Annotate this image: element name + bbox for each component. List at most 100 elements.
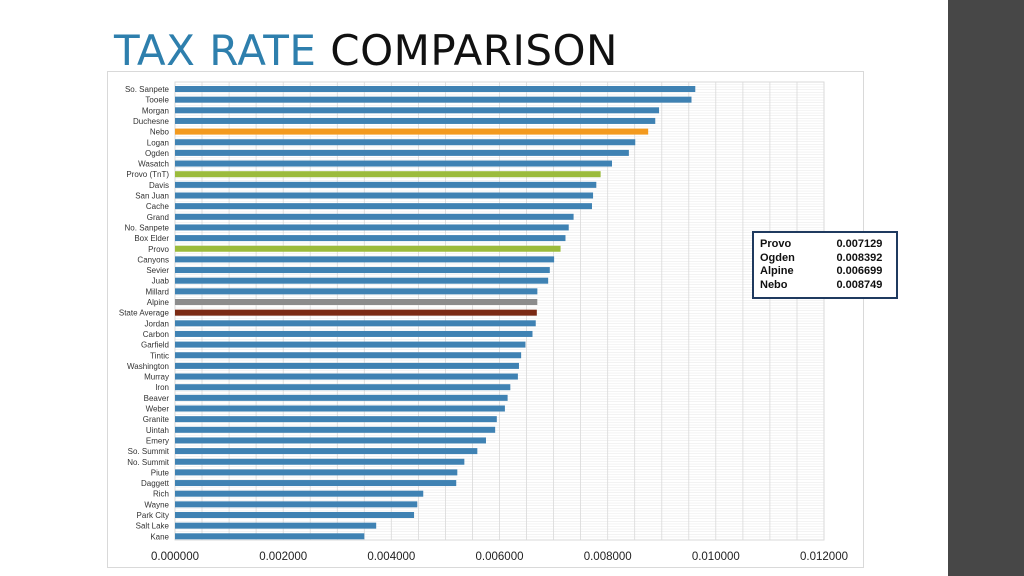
callout-name: Ogden (760, 251, 795, 264)
category-label-no-sanpete: No. Sanpete (125, 223, 170, 232)
callout-row: Provo 0.007129 (760, 238, 896, 252)
category-label-san-juan: San Juan (135, 192, 169, 201)
bar-canyons (175, 256, 555, 263)
category-label-wasatch: Wasatch (138, 160, 169, 169)
bar-kane (175, 533, 365, 540)
category-label-washington: Washington (127, 362, 169, 371)
category-label-no-summit: No. Summit (127, 458, 170, 467)
bar-box-elder (175, 235, 566, 242)
bar-salt-lake (175, 522, 377, 529)
category-label-emery: Emery (146, 436, 169, 445)
category-label-salt-lake: Salt Lake (136, 522, 170, 531)
chart-frame: So. Sanpete Tooele Morgan Duchesne Nebo Logan… (107, 71, 898, 568)
category-label-weber: Weber (146, 405, 170, 414)
bar-san-juan (175, 192, 594, 199)
category-label-duchesne: Duchesne (133, 117, 170, 126)
bar-beaver (175, 394, 508, 401)
title-accent: TAX RATE (114, 26, 317, 75)
bar-juab (175, 277, 549, 284)
bar-cache (175, 203, 592, 210)
bar-so-summit (175, 448, 478, 455)
x-tick-label: 0.012000 (800, 551, 848, 563)
category-label-daggett: Daggett (141, 479, 170, 488)
bar-millard (175, 288, 538, 295)
bars-layer (175, 86, 696, 540)
callout-value: 0.007129 (836, 238, 883, 250)
bar-tintic (175, 352, 522, 359)
callout-name: Nebo (760, 278, 788, 291)
category-label-carbon: Carbon (143, 330, 169, 339)
category-label-alpine: Alpine (147, 298, 170, 307)
category-label-park-city: Park City (137, 511, 169, 520)
bar-emery (175, 437, 486, 444)
category-label-morgan: Morgan (142, 106, 169, 115)
category-label-so-summit: So. Summit (128, 447, 170, 456)
category-label-cache: Cache (146, 202, 170, 211)
x-tick-label: 0.004000 (367, 551, 415, 563)
category-label-millard: Millard (145, 287, 169, 296)
bar-carbon (175, 330, 533, 337)
value-callout-table: Provo 0.007129 Ogden 0.008392 Alpine 0.006699… (752, 231, 898, 299)
bar-rich (175, 490, 424, 497)
bar-state-average (175, 309, 537, 316)
category-label-juab: Juab (152, 277, 170, 286)
x-tick-label: 0.000000 (151, 551, 199, 563)
category-label-sevier: Sevier (146, 266, 169, 275)
category-label-wayne: Wayne (144, 500, 169, 509)
category-label-tooele: Tooele (145, 96, 169, 105)
category-label-jordan: Jordan (145, 319, 169, 328)
bar-jordan (175, 320, 536, 327)
category-label-box-elder: Box Elder (134, 234, 169, 243)
bar-provo (175, 245, 561, 252)
callout-row: Alpine 0.006699 (760, 265, 896, 279)
category-label-so-sanpete: So. Sanpete (125, 85, 170, 94)
category-label-davis: Davis (149, 181, 169, 190)
callout-value: 0.008749 (836, 278, 883, 291)
category-label-state-average: State Average (119, 309, 170, 318)
bar-alpine (175, 299, 538, 305)
bar-granite (175, 416, 497, 423)
category-label-grand: Grand (147, 213, 169, 222)
bar-so-sanpete (175, 86, 696, 92)
x-tick-labels: 0.000000 0.002000 0.004000 0.006000 0.008000… (151, 551, 848, 563)
bar-weber (175, 405, 505, 412)
bar-ogden (175, 149, 629, 156)
bar-piute (175, 469, 458, 476)
bar-washington (175, 362, 519, 369)
category-label-provo: Provo (148, 245, 169, 254)
bar-garfield (175, 341, 526, 348)
category-label-logan: Logan (147, 138, 169, 147)
category-label-piute: Piute (151, 468, 170, 477)
slide-side-strip (948, 0, 1024, 576)
category-label-garfield: Garfield (141, 341, 169, 350)
callout-name: Provo (760, 238, 792, 250)
bar-tooele (175, 96, 692, 103)
bar-morgan (175, 107, 660, 114)
x-tick-label: 0.008000 (584, 551, 632, 563)
category-label-canyons: Canyons (137, 255, 169, 264)
bar-davis (175, 181, 597, 188)
category-label-murray: Murray (144, 373, 169, 382)
category-label-rich: Rich (153, 490, 169, 499)
bar-uintah (175, 426, 496, 433)
category-label-ogden: Ogden (145, 149, 169, 158)
category-label-tintic: Tintic (150, 351, 169, 360)
callout-row: Ogden 0.008392 (760, 252, 896, 266)
bar-wasatch (175, 160, 612, 167)
category-label-kane: Kane (150, 532, 169, 541)
category-label-iron: Iron (155, 383, 169, 392)
callout-value: 0.008392 (836, 251, 883, 264)
bar-park-city (175, 512, 415, 518)
category-label-uintah: Uintah (146, 426, 169, 435)
category-label-provo-tnt: Provo (TnT) (126, 170, 169, 179)
bar-provo-tnt (175, 171, 601, 178)
bar-logan (175, 139, 636, 146)
bar-nebo (175, 128, 649, 135)
title-main: COMPARISON (330, 26, 618, 75)
bar-grand (175, 213, 574, 220)
bar-no-sanpete (175, 224, 569, 231)
bar-murray (175, 373, 518, 380)
bar-duchesne (175, 117, 656, 124)
category-label-granite: Granite (143, 415, 170, 424)
